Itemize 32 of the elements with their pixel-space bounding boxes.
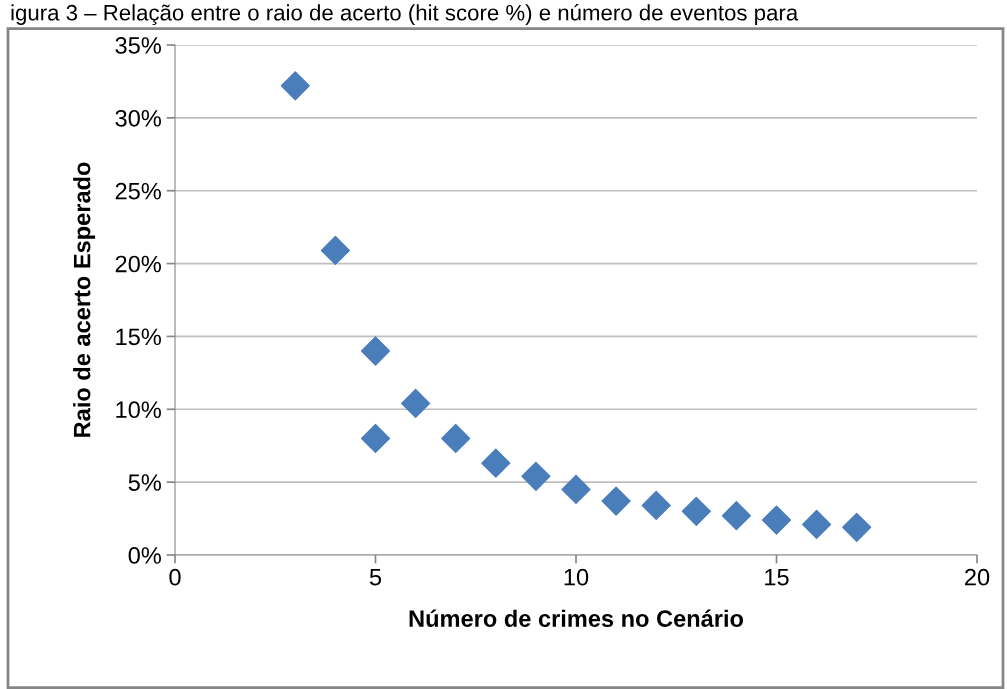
point <box>441 423 471 454</box>
point <box>320 235 350 266</box>
point <box>802 509 832 539</box>
y-tick-label: 10% <box>116 401 161 419</box>
point <box>280 71 310 101</box>
y-axis-title: Raio de acerto Esperado <box>73 162 96 437</box>
y-tick-label: 5% <box>128 474 161 491</box>
point <box>521 461 551 491</box>
y-tick-label: 15% <box>116 328 161 346</box>
point <box>761 505 792 535</box>
x-tick-label: 20 <box>965 568 990 586</box>
x-tick-label: 15 <box>765 569 789 586</box>
point <box>641 490 671 521</box>
point <box>842 512 872 542</box>
point <box>360 423 391 454</box>
x-axis-title: Número de crimes no Cenário <box>409 609 744 627</box>
point <box>360 336 391 366</box>
point <box>681 496 711 526</box>
x-tick-label: 5 <box>369 569 382 586</box>
point <box>721 501 751 531</box>
point <box>401 388 431 419</box>
y-tick-label: 30% <box>115 109 161 127</box>
point <box>561 474 591 505</box>
y-tick-label: 25% <box>115 182 161 200</box>
y-tick-label: 35% <box>115 37 161 54</box>
text: igura 3 – Relação entre o raio de acerto (hit score %) e número de eventos para <box>11 4 799 26</box>
point <box>481 448 511 478</box>
x-tick-label: 0 <box>169 568 181 586</box>
y-tick-label: 20% <box>115 255 161 273</box>
x-tick-label: 10 <box>564 568 589 586</box>
point <box>601 486 631 516</box>
y-tick-label: 0% <box>128 547 161 564</box>
